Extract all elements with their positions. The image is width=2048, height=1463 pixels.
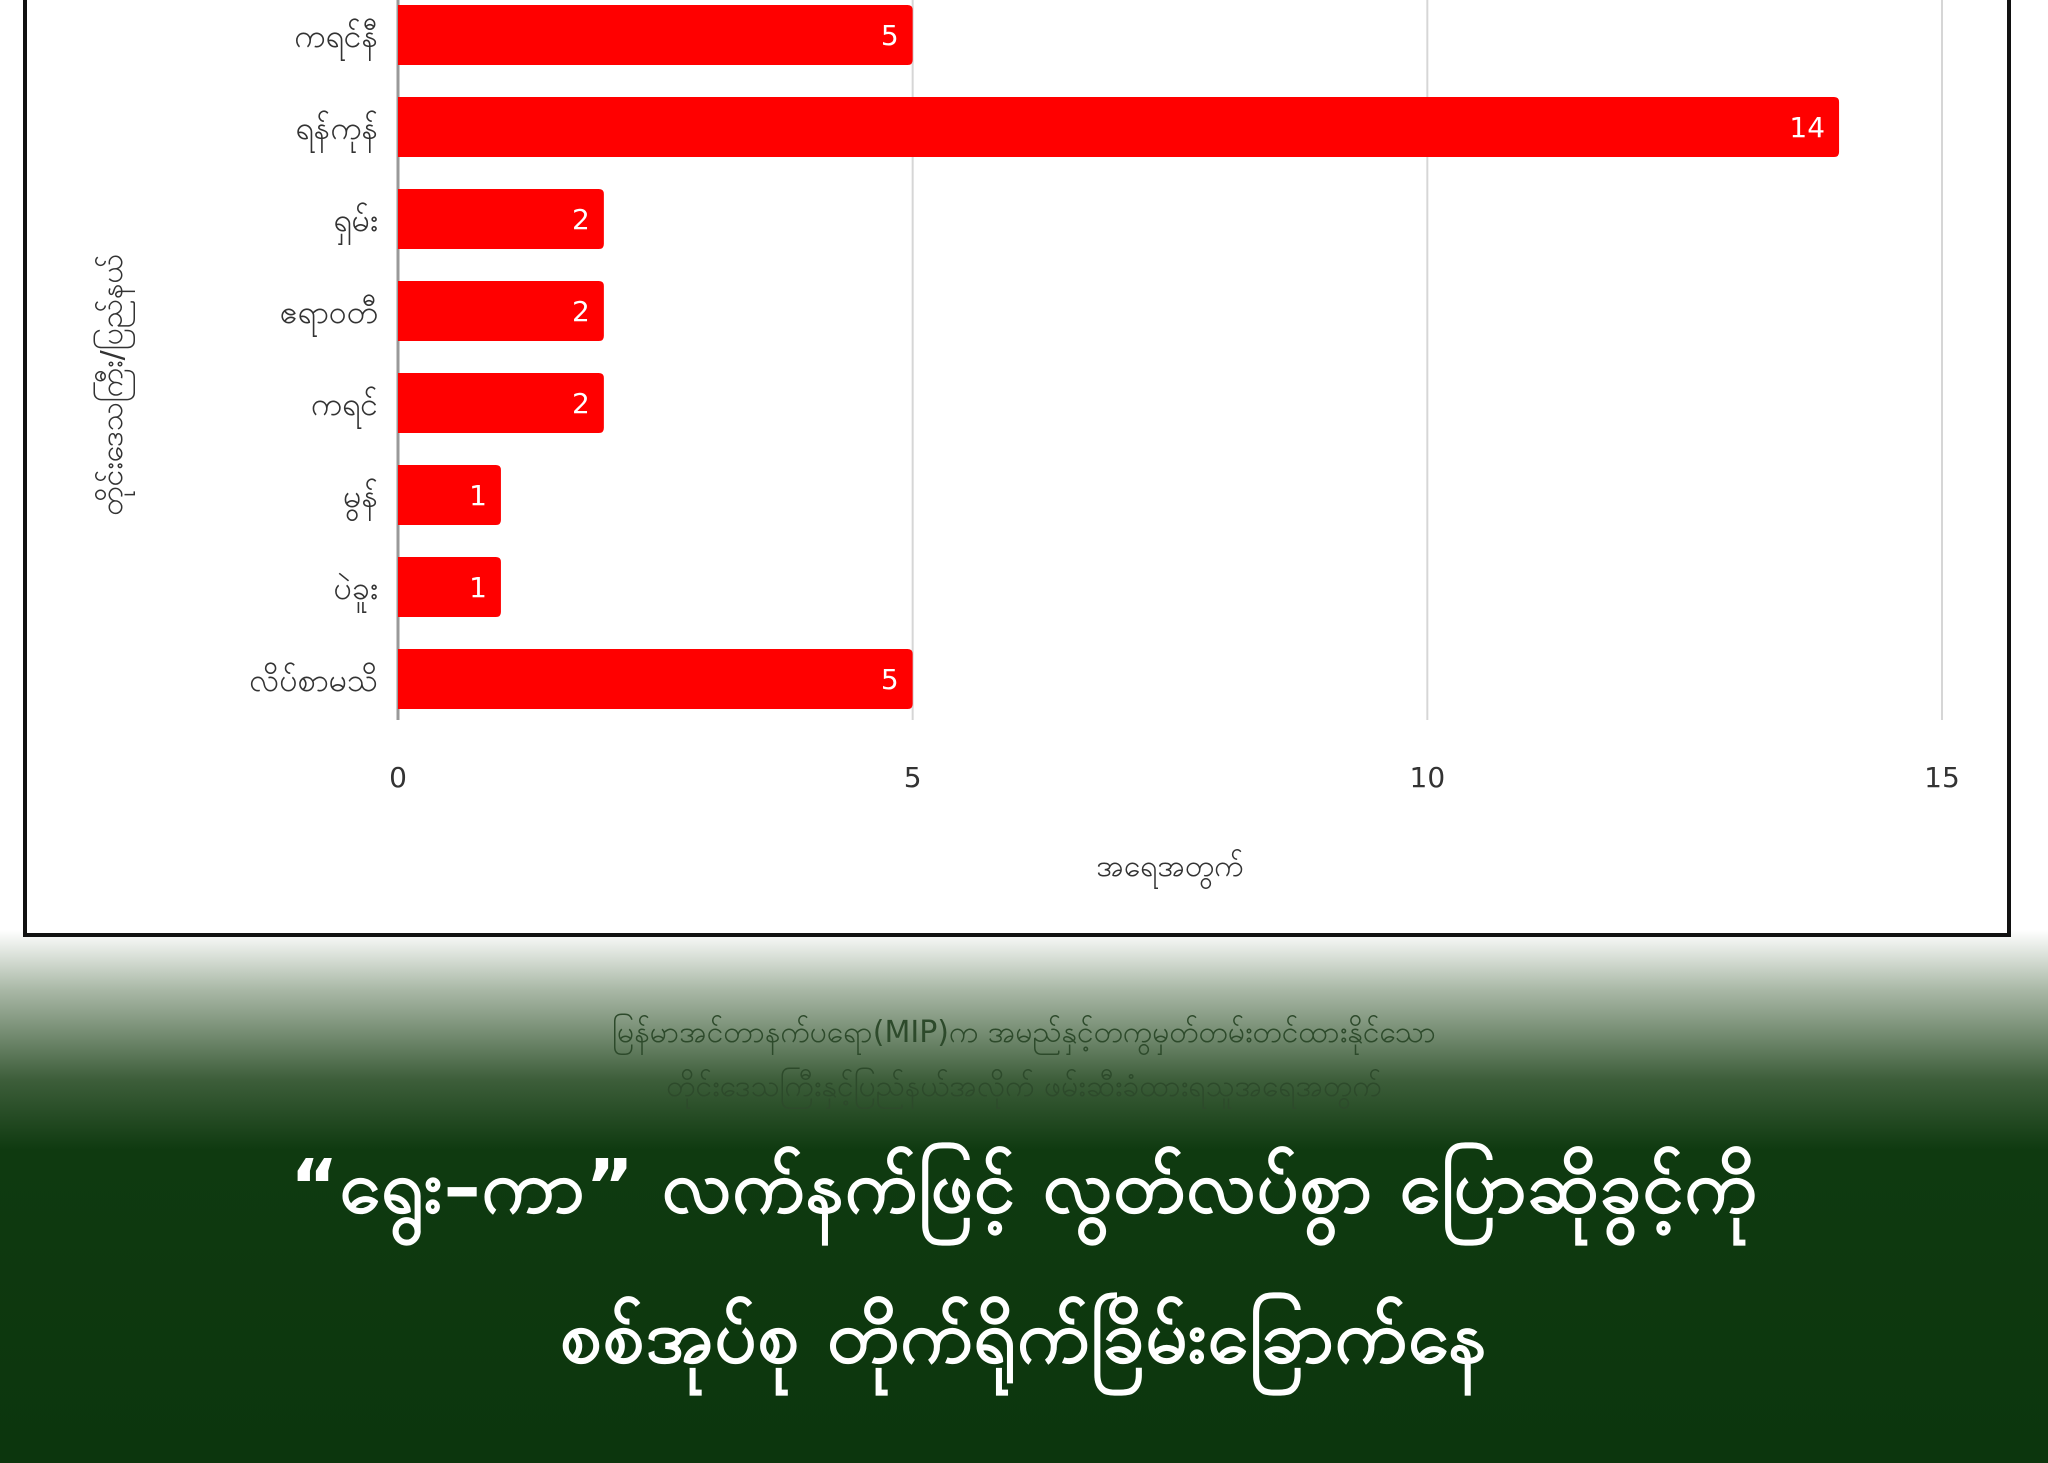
y-tick-label: လိပ်စာမသိ: [249, 661, 378, 699]
x-axis-label: အရေအတွက်: [1096, 849, 1243, 890]
y-tick-label: ပဲခူး: [334, 569, 378, 613]
data-label: 1: [469, 479, 487, 512]
bar: [397, 649, 913, 709]
x-tick-label: 5: [904, 761, 922, 794]
bar: [398, 281, 604, 341]
x-tick-label: 10: [1410, 761, 1446, 794]
x-tick-label: 0: [389, 761, 407, 794]
bar: [398, 373, 604, 433]
caption-line-2: တိုင်းဒေသကြီးနှင့်ပြည်နယ်အလိုက် ဖမ်းဆီးခ…: [666, 1069, 1382, 1104]
y-tick-label: မွန်: [343, 477, 378, 521]
y-axis-label: တိုင်းဒေသကြီး/ပြည်နယ်: [93, 254, 136, 515]
data-label: 5: [881, 663, 899, 696]
bar: [398, 557, 501, 617]
y-tick-label: ရှမ်း: [333, 201, 378, 245]
data-label: 2: [572, 295, 590, 328]
data-label: 14: [1789, 111, 1825, 144]
y-tick-label: ရန်ကုန်: [295, 109, 378, 153]
headline-line-1: “ရွေး–ကာ” လက်နက်ဖြင့် လွတ်လပ်စွာ ပြောဆို…: [290, 1144, 1758, 1230]
caption-line-1: မြန်မာအင်တာနက်ပရော(MIP)က အမည်နှင့်တကွမှတ…: [612, 1015, 1436, 1050]
data-label: 5: [881, 19, 899, 52]
data-label: 1: [469, 571, 487, 604]
y-tick-label: ဧရာဝတီ: [279, 293, 378, 337]
data-label: 2: [572, 387, 590, 420]
bar: [398, 189, 604, 249]
headline-line-2: စစ်အုပ်စု တိုက်ရိုက်ခြိမ်းခြောက်နေ: [560, 1294, 1488, 1380]
y-tick-label: ကရင်: [311, 385, 378, 429]
y-tick-label: ကရင်နီ: [294, 17, 378, 61]
bar: [398, 97, 1840, 157]
bar: [397, 5, 913, 65]
x-tick-label: 15: [1924, 761, 1960, 794]
bar: [398, 465, 501, 525]
data-label: 2: [572, 203, 590, 236]
